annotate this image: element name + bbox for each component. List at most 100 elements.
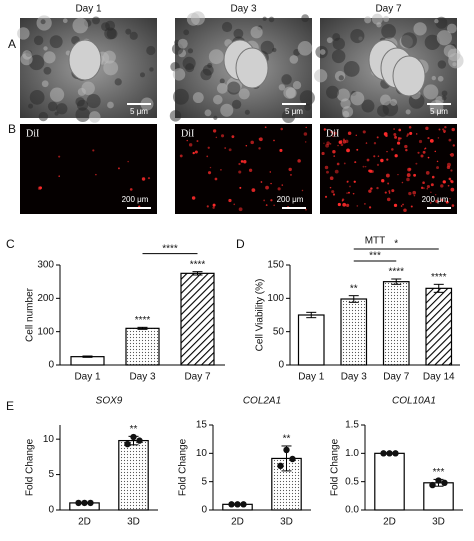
fluor-spot <box>448 138 452 142</box>
fluorescence-image <box>20 124 157 214</box>
fluor-spot <box>118 167 120 170</box>
sem-texture <box>41 80 49 88</box>
fluor-spot <box>381 179 385 183</box>
fluor-spot <box>258 147 261 150</box>
sem-texture <box>381 24 396 39</box>
fluor-spot <box>347 131 352 136</box>
fluor-spot <box>332 135 334 138</box>
fluor-spot <box>346 180 349 183</box>
fluor-spot <box>281 184 284 186</box>
fluor-spot <box>386 197 391 202</box>
fluor-spot <box>273 204 275 206</box>
fluor-label: DiI <box>26 128 39 139</box>
sem-texture <box>437 75 444 82</box>
fluor-spot <box>224 147 227 149</box>
fluor-spot <box>410 205 413 208</box>
error-bar <box>391 278 402 285</box>
fluor-spot <box>326 170 329 174</box>
sem-texture <box>331 49 346 64</box>
fluor-spot <box>436 160 439 163</box>
sem-texture <box>343 61 360 77</box>
fluor-spot <box>325 195 328 198</box>
sem-texture <box>169 110 182 122</box>
fluor-spot <box>398 128 402 132</box>
sem-cell <box>68 39 102 81</box>
fluor-spot <box>446 165 451 170</box>
fluor-spot <box>258 138 260 140</box>
sem-texture <box>292 81 302 90</box>
significance: *** <box>433 467 445 478</box>
fluor-spot <box>434 150 437 153</box>
fluor-spot <box>376 163 380 167</box>
chart-title: COL10A1 <box>392 396 436 407</box>
fluor-spot <box>305 208 307 211</box>
scale-label: 200 μm <box>277 195 304 204</box>
sem-texture <box>434 18 439 24</box>
panel-label: E <box>6 399 14 413</box>
sem-texture <box>260 40 275 55</box>
sem-texture <box>28 103 34 109</box>
fluor-spot <box>373 142 377 145</box>
fluor-spot <box>212 206 215 209</box>
data-point <box>435 477 442 484</box>
sem-texture <box>43 46 48 51</box>
fluor-spot <box>450 179 453 183</box>
fluor-spot <box>364 203 366 205</box>
y-tick-label: 0 <box>201 505 207 516</box>
fluor-spot <box>386 150 388 153</box>
sem-texture <box>437 60 447 69</box>
sem-texture <box>22 50 32 60</box>
scale-label: 5 μm <box>430 107 448 116</box>
sem-texture <box>139 72 146 78</box>
sem-texture <box>146 45 156 56</box>
bar <box>125 327 160 366</box>
fluor-spot <box>393 203 398 208</box>
y-tick-label: 200 <box>37 293 54 304</box>
sem-texture <box>227 81 241 95</box>
sem-texture <box>268 16 275 23</box>
x-tick-label: Day 1 <box>74 372 101 383</box>
sem-texture <box>183 29 190 36</box>
sem-texture <box>43 51 56 64</box>
sem-texture <box>441 95 447 101</box>
fluor-spot <box>212 129 217 133</box>
fluor-spot <box>445 200 449 204</box>
fluor-spot <box>346 148 350 153</box>
sem-texture <box>383 15 390 22</box>
x-tick-label: Day 1 <box>298 372 325 383</box>
y-axis-label: Cell number <box>25 287 36 342</box>
x-tick-label: 3D <box>280 517 293 528</box>
sem-texture <box>289 55 299 64</box>
significance: **** <box>135 315 151 326</box>
fluor-spot <box>383 132 388 136</box>
x-tick-label: 2D <box>231 517 244 528</box>
fluor-spot <box>387 182 390 185</box>
sem-texture <box>56 103 68 115</box>
fluor-spot <box>329 176 334 181</box>
scale-label: 5 μm <box>130 107 148 116</box>
fluor-spot <box>388 192 391 194</box>
fluor-spot <box>422 181 425 185</box>
fluor-spot <box>334 169 339 174</box>
fluor-spot <box>196 140 199 143</box>
fluor-spot <box>442 129 446 133</box>
fluor-spot <box>356 148 359 151</box>
sem-texture <box>204 109 212 117</box>
sem-texture <box>40 19 46 25</box>
sem-texture <box>278 84 286 91</box>
fluor-spot <box>264 126 267 129</box>
fluor-spot <box>329 143 332 145</box>
fluor-spot <box>209 166 212 169</box>
fluor-spot <box>447 184 450 187</box>
fluor-spot <box>220 134 225 138</box>
sem-texture <box>390 98 398 106</box>
fluor-spot <box>437 137 440 139</box>
data-point <box>136 437 143 444</box>
fluor-spot <box>206 155 209 158</box>
sem-texture <box>350 28 365 44</box>
column-header: Day 3 <box>230 4 257 15</box>
fluor-spot <box>194 150 198 154</box>
fluor-spot <box>301 189 304 192</box>
fluor-spot <box>305 126 307 129</box>
fluor-spot <box>400 205 403 207</box>
